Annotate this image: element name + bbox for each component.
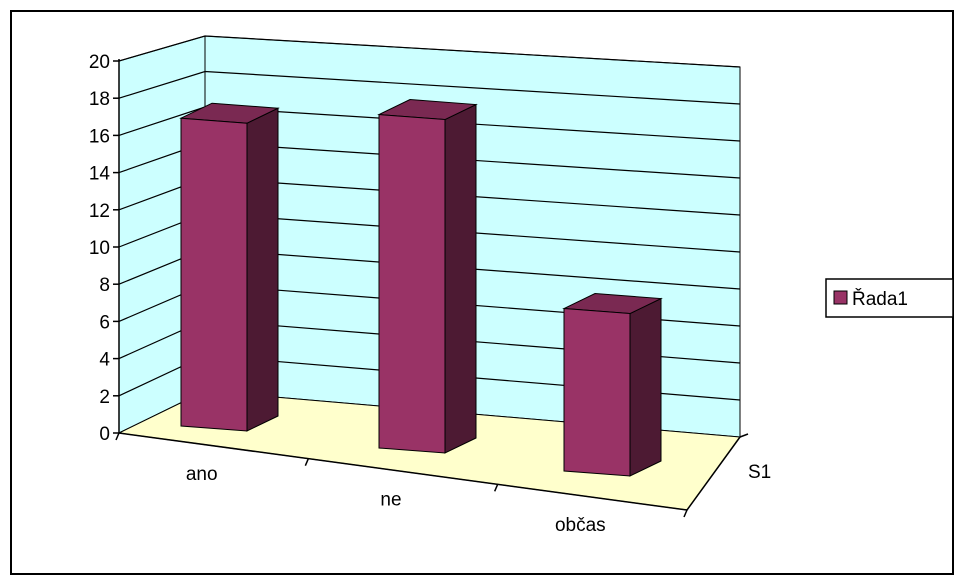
legend: Řada1 (825, 278, 954, 318)
legend-label: Řada1 (852, 288, 908, 310)
legend-swatch (833, 290, 848, 305)
axes (113, 59, 749, 518)
y-tick-label: 8 (99, 275, 110, 296)
x-tick-mark (493, 484, 499, 492)
bar-side (629, 297, 662, 477)
bar-front (378, 114, 446, 454)
y-tick-label: 12 (89, 201, 110, 222)
x-tick-mark (304, 458, 310, 466)
depth-axis-line (686, 436, 741, 511)
y-tick-label: 16 (89, 126, 110, 147)
bar (377, 99, 478, 454)
y-tick-label: 10 (89, 238, 110, 259)
x-tick-mark (115, 432, 120, 441)
y-tick-label: 0 (99, 424, 110, 445)
x-tick-labels: ano ne občas S1 (186, 462, 771, 536)
bar-side (444, 103, 477, 454)
y-tick-label: 6 (99, 312, 110, 333)
y-tick-label: 2 (99, 387, 110, 408)
x-tick-label: ano (186, 464, 218, 485)
x-tick-label: ne (380, 490, 401, 511)
y-tick-label: 18 (89, 89, 110, 110)
x-axis-line (118, 432, 688, 511)
gridline (118, 35, 741, 68)
bar (179, 102, 280, 432)
gridline (118, 70, 741, 105)
y-tick-label: 14 (89, 164, 111, 185)
x-tick-mark (683, 509, 688, 518)
bar (562, 293, 663, 477)
bars (179, 99, 663, 477)
depth-tick-label: S1 (748, 462, 771, 483)
y-tick-label: 20 (89, 52, 110, 73)
x-tick-label: občas (555, 515, 606, 536)
y-tick-label: 4 (99, 350, 110, 371)
bar-front (563, 308, 631, 477)
depth-tick-mark (739, 433, 749, 438)
bar-front (180, 117, 248, 432)
bar-side (246, 107, 279, 432)
y-tick-labels: 0 2 4 6 8 10 12 14 16 18 20 (89, 52, 111, 445)
